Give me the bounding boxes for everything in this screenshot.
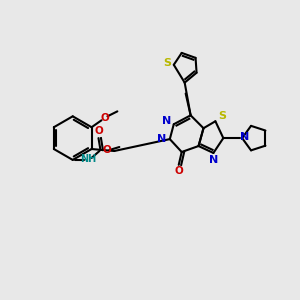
Text: NH: NH [80, 154, 97, 164]
Text: N: N [157, 134, 167, 144]
Text: N: N [209, 155, 218, 165]
Text: O: O [94, 126, 103, 136]
Text: O: O [102, 145, 111, 155]
Text: N: N [241, 132, 250, 142]
Text: O: O [100, 113, 109, 123]
Text: S: S [218, 111, 226, 121]
Text: N: N [162, 116, 172, 126]
Text: O: O [174, 166, 183, 176]
Text: S: S [163, 58, 171, 68]
